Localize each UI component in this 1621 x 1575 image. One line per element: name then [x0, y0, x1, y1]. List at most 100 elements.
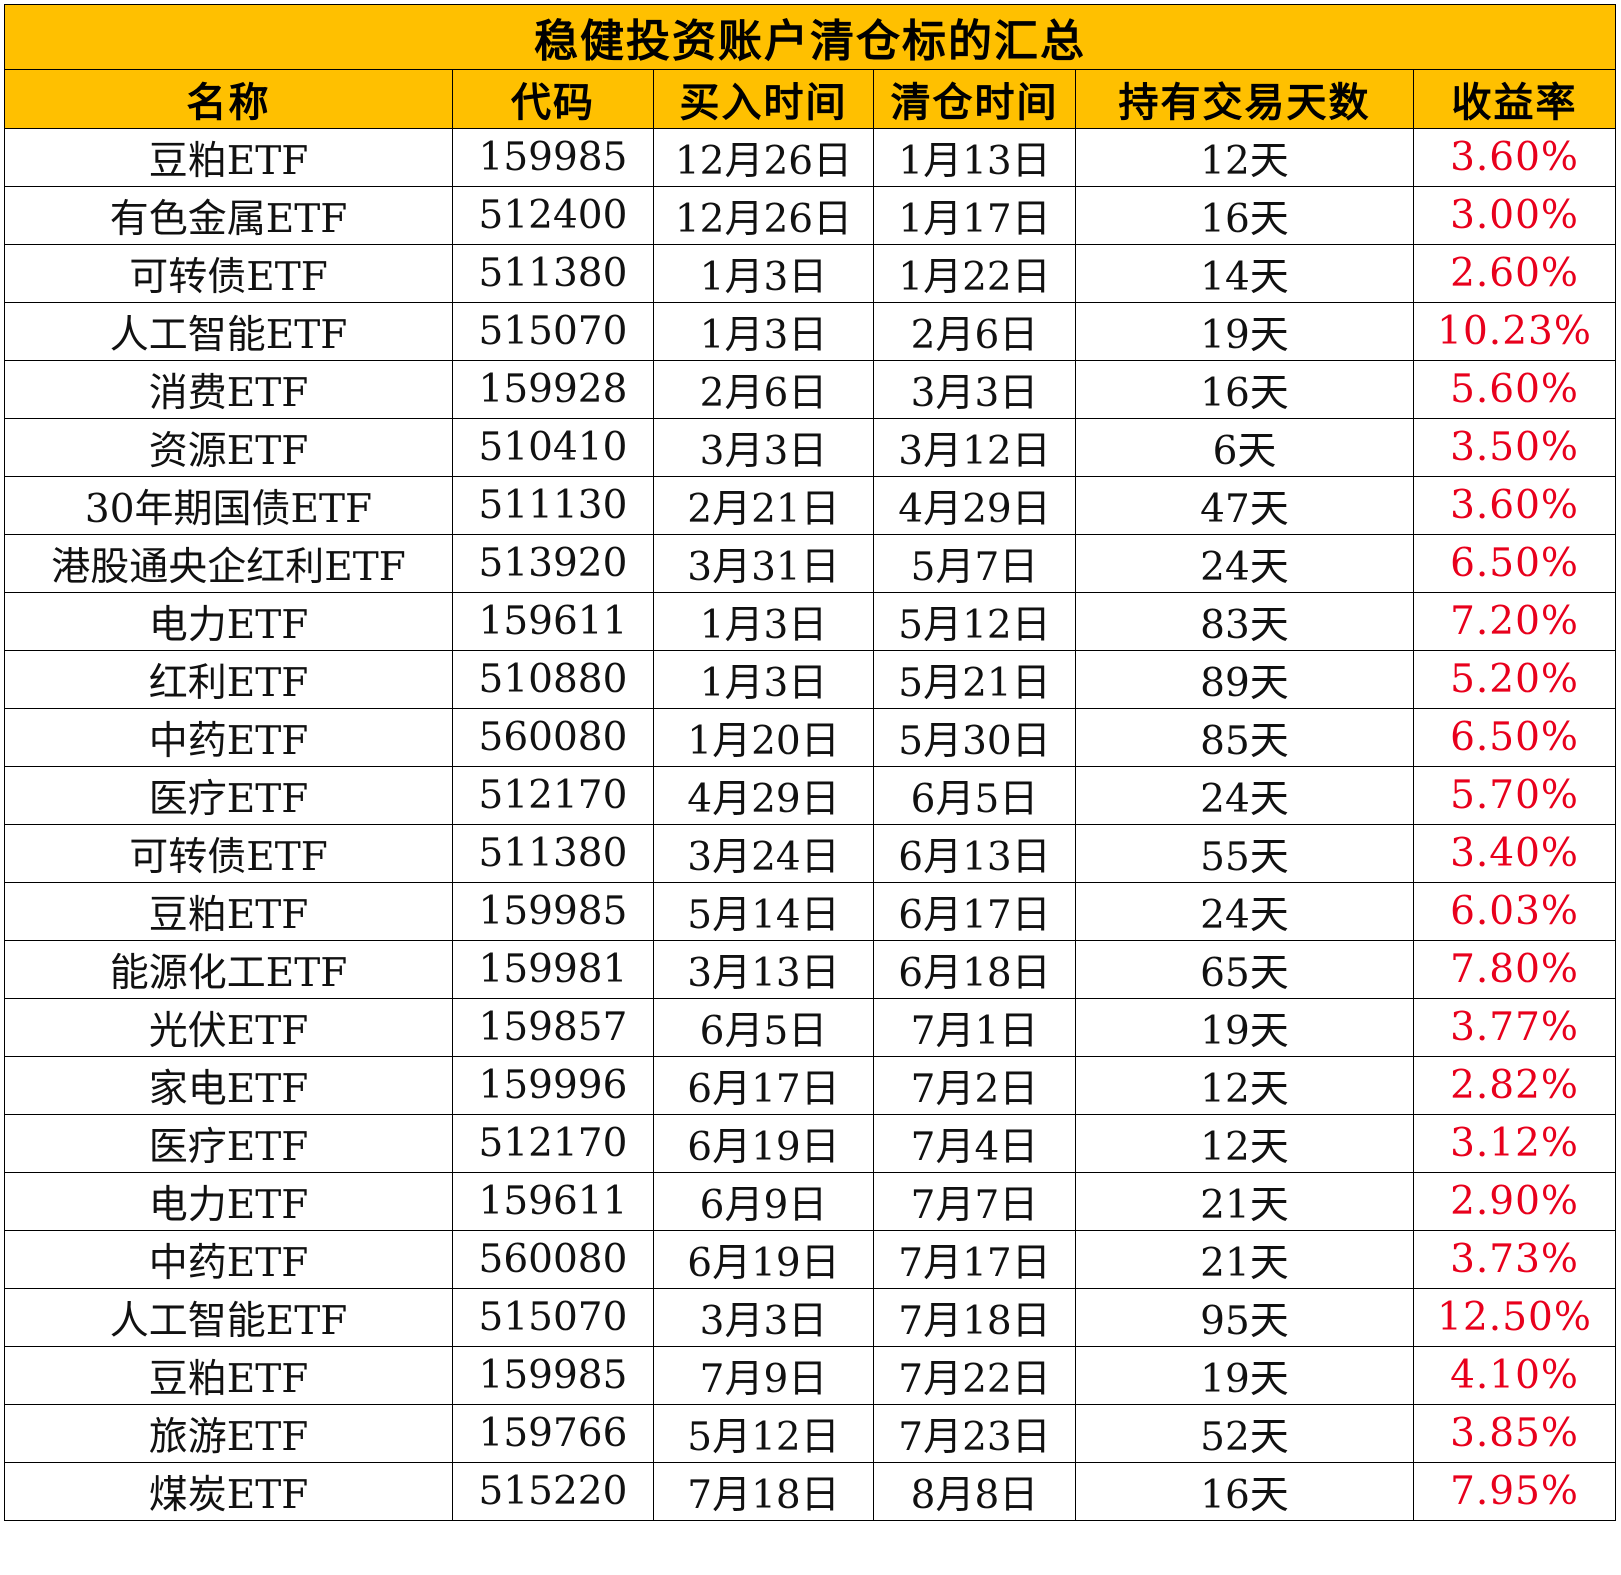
holding-days-cell: 19天 [1075, 998, 1414, 1057]
etf-name-cell: 医疗ETF [4, 766, 453, 825]
holding-days-cell: 21天 [1075, 1230, 1414, 1289]
table-row: 电力ETF 159611 6月9日 7月7日 21天 2.90% [4, 1172, 1617, 1231]
etf-name-cell: 电力ETF [4, 592, 453, 651]
buy-date-cell: 7月9日 [653, 1346, 874, 1405]
code-cell: 512400 [452, 186, 654, 245]
holding-days-cell: 52天 [1075, 1404, 1414, 1463]
sell-date-cell: 7月22日 [873, 1346, 1076, 1405]
sell-date-cell: 7月18日 [873, 1288, 1076, 1347]
etf-name-cell: 豆粕ETF [4, 882, 453, 941]
sell-date-cell: 3月3日 [873, 360, 1076, 419]
buy-date-cell: 3月24日 [653, 824, 874, 883]
buy-date-cell: 4月29日 [653, 766, 874, 825]
buy-date-cell: 3月3日 [653, 418, 874, 477]
table-title: 稳健投资账户清仓标的汇总 [3, 4, 1617, 70]
buy-date-cell: 1月3日 [653, 650, 874, 709]
holding-days-cell: 83天 [1075, 592, 1414, 651]
sell-date-cell: 7月7日 [873, 1172, 1076, 1231]
code-cell: 513920 [452, 534, 654, 593]
holding-days-cell: 89天 [1075, 650, 1414, 709]
return-rate-cell: 6.50% [1412, 534, 1617, 593]
header-row: 名称 代码 买入时间 清仓时间 持有交易天数 收益率 [4, 69, 1617, 129]
code-cell: 159981 [452, 940, 654, 999]
code-cell: 511380 [452, 244, 654, 303]
table-row: 可转债ETF 511380 3月24日 6月13日 55天 3.40% [4, 824, 1617, 883]
holding-days-cell: 16天 [1075, 186, 1414, 245]
return-rate-cell: 4.10% [1412, 1346, 1617, 1405]
table-body: 豆粕ETF 159985 12月26日 1月13日 12天 3.60% 有色金属ETF 512… [4, 128, 1617, 1521]
code-cell: 515070 [452, 302, 654, 361]
code-cell: 515070 [452, 1288, 654, 1347]
code-cell: 159985 [452, 128, 654, 187]
return-rate-cell: 6.50% [1412, 708, 1617, 767]
table-row: 中药ETF 560080 6月19日 7月17日 21天 3.73% [4, 1230, 1617, 1289]
etf-name-cell: 豆粕ETF [4, 1346, 453, 1405]
return-rate-cell: 7.80% [1412, 940, 1617, 999]
etf-name-cell: 旅游ETF [4, 1404, 453, 1463]
table-row: 豆粕ETF 159985 12月26日 1月13日 12天 3.60% [4, 128, 1617, 187]
etf-name-cell: 豆粕ETF [4, 128, 453, 187]
holding-days-cell: 14天 [1075, 244, 1414, 303]
code-cell: 560080 [452, 1230, 654, 1289]
holding-days-cell: 16天 [1075, 360, 1414, 419]
column-header-holding-days: 持有交易天数 [1075, 69, 1414, 129]
return-rate-cell: 3.60% [1412, 476, 1617, 535]
table-row: 医疗ETF 512170 4月29日 6月5日 24天 5.70% [4, 766, 1617, 825]
sell-date-cell: 4月29日 [873, 476, 1076, 535]
table-row: 家电ETF 159996 6月17日 7月2日 12天 2.82% [4, 1056, 1617, 1115]
buy-date-cell: 3月31日 [653, 534, 874, 593]
table-row: 30年期国债ETF 511130 2月21日 4月29日 47天 3.60% [4, 476, 1617, 535]
return-rate-cell: 2.82% [1412, 1056, 1617, 1115]
code-cell: 515220 [452, 1462, 654, 1521]
buy-date-cell: 6月19日 [653, 1230, 874, 1289]
return-rate-cell: 5.20% [1412, 650, 1617, 709]
buy-date-cell: 5月12日 [653, 1404, 874, 1463]
holding-days-cell: 24天 [1075, 766, 1414, 825]
return-rate-cell: 5.70% [1412, 766, 1617, 825]
sell-date-cell: 3月12日 [873, 418, 1076, 477]
buy-date-cell: 3月13日 [653, 940, 874, 999]
etf-name-cell: 中药ETF [4, 708, 453, 767]
table-row: 红利ETF 510880 1月3日 5月21日 89天 5.20% [4, 650, 1617, 709]
table-row: 光伏ETF 159857 6月5日 7月1日 19天 3.77% [4, 998, 1617, 1057]
sell-date-cell: 5月21日 [873, 650, 1076, 709]
column-header-sell-date: 清仓时间 [873, 69, 1076, 129]
code-cell: 159857 [452, 998, 654, 1057]
sell-date-cell: 5月30日 [873, 708, 1076, 767]
code-cell: 159611 [452, 592, 654, 651]
table-row: 人工智能ETF 515070 3月3日 7月18日 95天 12.50% [4, 1288, 1617, 1347]
etf-name-cell: 30年期国债ETF [4, 476, 453, 535]
return-rate-cell: 12.50% [1412, 1288, 1617, 1347]
code-cell: 512170 [452, 1114, 654, 1173]
sell-date-cell: 6月5日 [873, 766, 1076, 825]
sell-date-cell: 1月17日 [873, 186, 1076, 245]
return-rate-cell: 3.12% [1412, 1114, 1617, 1173]
column-header-name: 名称 [4, 69, 453, 129]
table-row: 电力ETF 159611 1月3日 5月12日 83天 7.20% [4, 592, 1617, 651]
sell-date-cell: 7月1日 [873, 998, 1076, 1057]
buy-date-cell: 5月14日 [653, 882, 874, 941]
holding-days-cell: 12天 [1075, 1114, 1414, 1173]
table-row: 有色金属ETF 512400 12月26日 1月17日 16天 3.00% [4, 186, 1617, 245]
return-rate-cell: 3.77% [1412, 998, 1617, 1057]
holding-days-cell: 85天 [1075, 708, 1414, 767]
code-cell: 159985 [452, 1346, 654, 1405]
holding-days-cell: 12天 [1075, 128, 1414, 187]
sell-date-cell: 6月18日 [873, 940, 1076, 999]
return-rate-cell: 3.60% [1412, 128, 1617, 187]
table-row: 医疗ETF 512170 6月19日 7月4日 12天 3.12% [4, 1114, 1617, 1173]
code-cell: 510880 [452, 650, 654, 709]
buy-date-cell: 1月20日 [653, 708, 874, 767]
return-rate-cell: 3.73% [1412, 1230, 1617, 1289]
buy-date-cell: 6月5日 [653, 998, 874, 1057]
etf-name-cell: 电力ETF [4, 1172, 453, 1231]
sell-date-cell: 6月13日 [873, 824, 1076, 883]
code-cell: 560080 [452, 708, 654, 767]
holding-days-cell: 24天 [1075, 534, 1414, 593]
holding-days-cell: 21天 [1075, 1172, 1414, 1231]
sell-date-cell: 7月2日 [873, 1056, 1076, 1115]
etf-name-cell: 资源ETF [4, 418, 453, 477]
column-header-return-rate: 收益率 [1412, 69, 1617, 129]
buy-date-cell: 12月26日 [653, 186, 874, 245]
etf-name-cell: 中药ETF [4, 1230, 453, 1289]
